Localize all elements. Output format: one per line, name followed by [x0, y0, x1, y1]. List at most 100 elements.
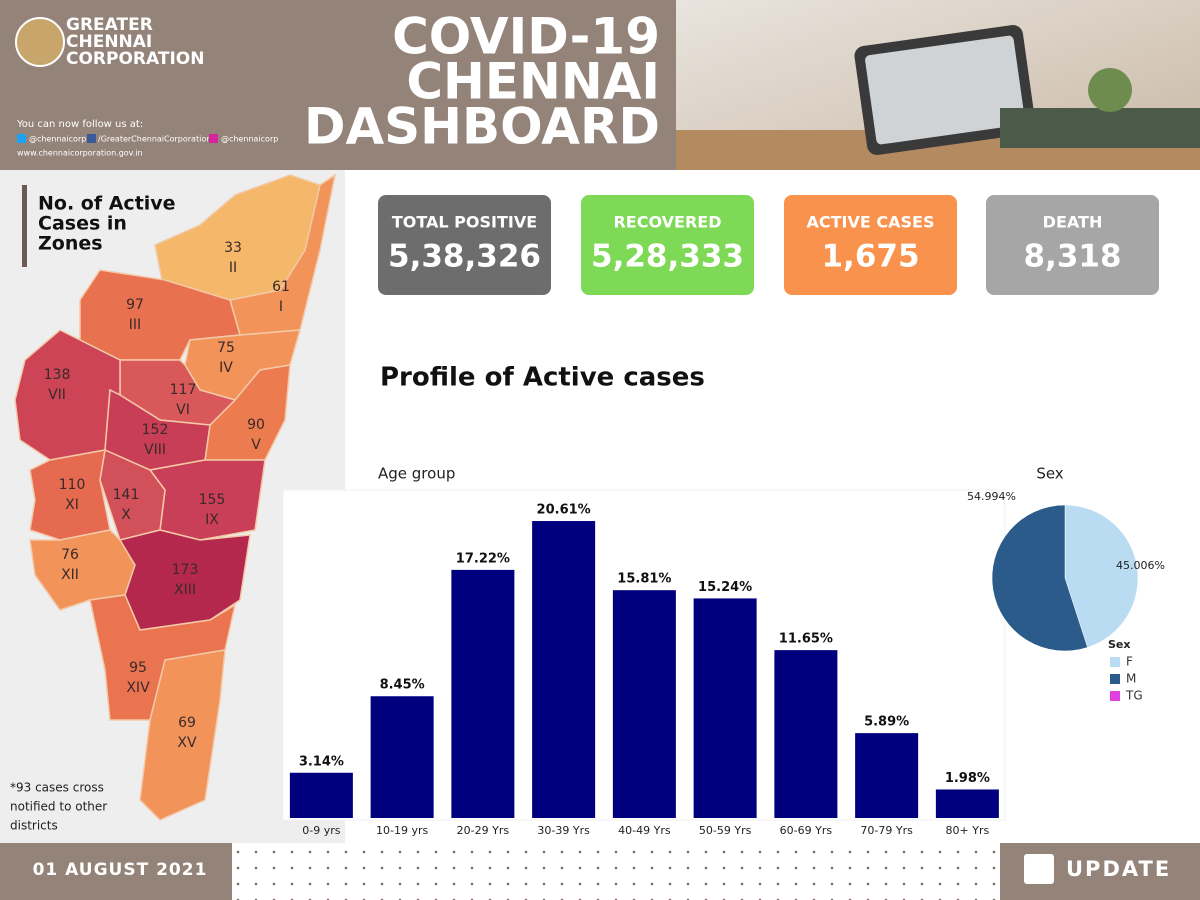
bar-value-label: 8.45% [380, 678, 425, 693]
update-icon [1024, 854, 1054, 884]
bar [289, 772, 353, 818]
stat-card [378, 195, 551, 295]
legend-swatch [1110, 674, 1120, 684]
x-tick-label: 60-69 Yrs [780, 824, 833, 837]
update-label: UPDATE [1066, 857, 1171, 881]
pie-title: Sex [1036, 465, 1063, 483]
x-tick-label: 80+ Yrs [946, 824, 990, 837]
legend-label: F [1126, 655, 1133, 669]
instagram-icon [209, 134, 218, 143]
org-name: CORPORATION [66, 49, 204, 69]
zone-label: VII [48, 387, 66, 403]
map-title: No. of Active [38, 193, 176, 215]
stat-card [784, 195, 957, 295]
date: 01 AUGUST 2021 [33, 860, 208, 880]
bar [370, 696, 434, 818]
photo-plant [1088, 68, 1132, 112]
zone-label: II [229, 260, 237, 276]
stat-label: TOTAL POSITIVE [392, 213, 537, 232]
section-title: Profile of Active cases [380, 363, 705, 393]
bar-value-label: 15.81% [617, 572, 671, 587]
map-note: districts [10, 819, 58, 833]
bar [693, 598, 757, 818]
zone-label: VI [176, 402, 190, 418]
bar-title: Age group [378, 465, 455, 483]
bar [935, 789, 999, 818]
stat-value: 5,28,333 [591, 239, 744, 275]
dashboard-title: CHENNAI [406, 53, 660, 111]
zone-count: 141 [113, 487, 140, 503]
org-name: GREATER [66, 15, 153, 35]
map-title: Cases in [38, 213, 127, 235]
stat-value: 1,675 [821, 239, 919, 275]
zone-label: IX [205, 512, 219, 528]
x-tick-label: 40-49 Yrs [618, 824, 671, 837]
legend-swatch [1110, 691, 1120, 701]
pie-value-label: 45.006% [1116, 559, 1165, 572]
bar-value-label: 20.61% [537, 503, 591, 518]
zone-label: XI [65, 497, 79, 513]
zone-count: 90 [247, 417, 265, 433]
bar [612, 590, 676, 818]
bar-value-label: 1.98% [945, 771, 990, 786]
zone-label: VIII [144, 442, 166, 458]
zone-count: 61 [272, 279, 290, 295]
stat-label: RECOVERED [613, 213, 721, 232]
org-name: CHENNAI [66, 32, 152, 52]
pie-value-label: 54.994% [967, 490, 1016, 503]
zone-count: 33 [224, 240, 242, 256]
zone-label: IV [219, 360, 233, 376]
map-title: Zones [38, 233, 103, 255]
map-title-bar [22, 185, 27, 267]
zone-label: XII [61, 567, 79, 583]
bar-value-label: 11.65% [779, 632, 833, 647]
header-band [0, 0, 676, 170]
zone [118, 529, 251, 631]
zone-count: 152 [142, 422, 169, 438]
zone-label: XV [177, 735, 197, 751]
bar [532, 521, 596, 818]
pie-slice [1064, 504, 1139, 648]
zone-count: 173 [172, 562, 199, 578]
stat-card [986, 195, 1159, 295]
zone-count: 138 [44, 367, 71, 383]
website: www.chennaicorporation.gov.in [17, 149, 143, 158]
logo [15, 17, 65, 67]
bar [774, 650, 838, 818]
x-tick-label: 70-79 Yrs [860, 824, 913, 837]
zone-count: 76 [61, 547, 79, 563]
map-note: notified to other [10, 800, 107, 814]
x-tick-label: 0-9 yrs [302, 824, 340, 837]
follow-text: You can now follow us at: [16, 119, 143, 130]
x-tick-label: 10-19 yrs [376, 824, 428, 837]
zone-count: 97 [126, 297, 144, 313]
photo-books [1000, 108, 1200, 148]
stat-label: DEATH [1043, 213, 1103, 232]
zone-count: 117 [170, 382, 197, 398]
zone-label: III [129, 317, 141, 333]
date-box [0, 843, 232, 900]
legend-label: TG [1125, 689, 1143, 703]
x-tick-label: 30-39 Yrs [537, 824, 590, 837]
stat-card [581, 195, 754, 295]
bar-value-label: 17.22% [456, 551, 510, 566]
footer-dots [236, 843, 996, 900]
twitter-handle: @chennaicorp [29, 135, 86, 144]
zone-label: XIII [174, 582, 196, 598]
x-tick-label: 20-29 Yrs [457, 824, 510, 837]
dashboard-title: DASHBOARD [304, 98, 660, 156]
stat-value: 8,318 [1023, 239, 1121, 275]
dashboard-title: COVID-19 [392, 8, 660, 66]
facebook-icon [87, 134, 96, 143]
zone-count: 110 [59, 477, 86, 493]
zone-count: 95 [129, 660, 147, 676]
bar-value-label: 3.14% [299, 754, 344, 769]
instagram-handle: @chennaicorp [221, 135, 278, 144]
legend-swatch [1110, 657, 1120, 667]
zone-label: XIV [126, 680, 150, 696]
bar-value-label: 15.24% [698, 580, 752, 595]
zone-count: 75 [217, 340, 235, 356]
legend-label: M [1126, 672, 1136, 686]
